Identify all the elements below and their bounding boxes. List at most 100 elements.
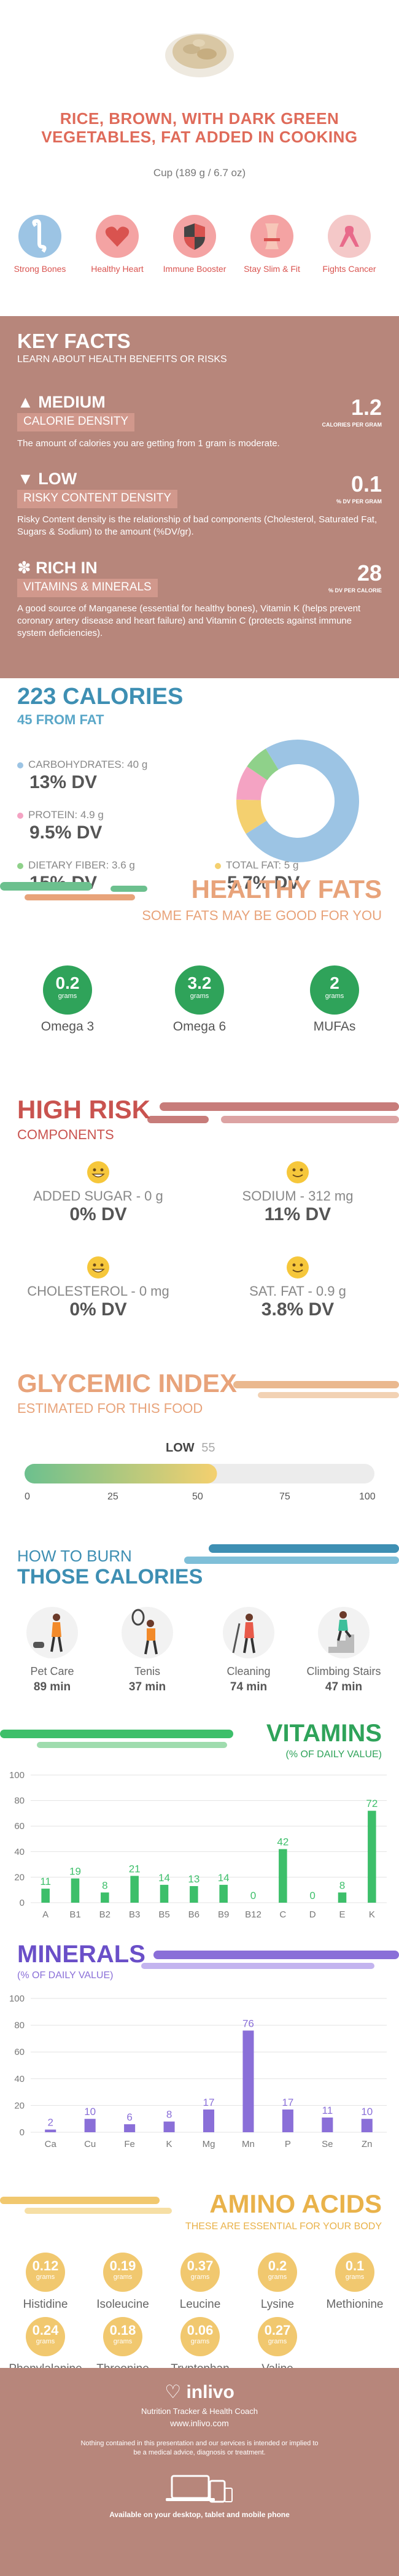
high-risk-title: HIGH RISK: [17, 1095, 151, 1124]
activity-cleaning: Cleaning 74 min: [209, 1605, 289, 1694]
amino-badge: 0.18 grams: [103, 2317, 142, 2356]
benefit-strong-bones: Strong Bones: [6, 215, 74, 274]
smile-icon: [87, 1256, 109, 1278]
amino-histidine: 0.12 grams Histidine: [7, 2253, 83, 2311]
minerals-bar-Se: [322, 2118, 333, 2132]
vitamins-bar-B9: [219, 1884, 228, 1903]
glycemic-subtitle: ESTIMATED FOR THIS FOOD: [17, 1401, 203, 1416]
amino-badge: 0.06 grams: [180, 2317, 220, 2356]
amino-acids-section: AMINO ACIDS THESE ARE ESSENTIAL FOR YOUR…: [0, 2189, 399, 2375]
risk-sat-fat: SAT. FAT - 0.9 g 3.8% DV: [218, 1255, 378, 1320]
footer-tagline: Nutrition Tracker & Health Coach: [141, 2407, 258, 2416]
minerals-value-Cu: 10: [84, 2106, 96, 2118]
amino-isoleucine: 0.19 grams Isoleucine: [85, 2253, 161, 2311]
vitamins-bar-A: [41, 1889, 50, 1903]
minerals-category-Zn: Zn: [362, 2139, 373, 2149]
vitamins-ytick: 80: [14, 1796, 25, 1806]
healthy-fats-title: HEALTHY FATS: [191, 875, 382, 903]
high-risk-subtitle: COMPONENTS: [17, 1127, 114, 1142]
vitamins-value-B3: 21: [129, 1863, 141, 1874]
vitamins-category-B2: B2: [99, 1909, 110, 1920]
minerals-bar-Ca: [45, 2129, 56, 2132]
benefit-immune-booster: Immune Booster: [161, 215, 228, 274]
minerals-category-P: P: [285, 2139, 291, 2149]
glycemic-reading: LOW 55: [166, 1441, 215, 1455]
vitamins-value-B9: 14: [218, 1872, 230, 1884]
health-benefits: Strong Bones Healthy Heart Immune Booste…: [0, 215, 399, 295]
benefit-stay-slim: Stay Slim & Fit: [238, 215, 306, 274]
dog-walking-icon: [26, 1607, 78, 1658]
minerals-category-K: K: [166, 2139, 172, 2149]
protein-label: PROTEIN: 4.9 g: [17, 809, 104, 821]
risky-content-band: RISKY CONTENT DENSITY: [17, 490, 178, 508]
high-risk-section: HIGH RISK COMPONENTS ADDED SUGAR - 0 g 0…: [0, 1093, 399, 1350]
rich-in-level: ✽ RICH IN: [17, 559, 98, 577]
vitamins-category-B1: B1: [69, 1909, 80, 1920]
vitamins-category-B3: B3: [129, 1909, 140, 1920]
minerals-value-K: 8: [166, 2109, 172, 2121]
calories-from-fat: 45 FROM FAT: [17, 712, 104, 727]
calorie-density-level: ▲ MEDIUM: [17, 393, 106, 411]
flame-icon: ▲: [17, 393, 34, 411]
vitamins-ytick: 20: [14, 1872, 25, 1882]
minerals-bar-Mn: [242, 2030, 254, 2132]
minerals-value-Mn: 76: [242, 2017, 254, 2029]
calories-title: 223 CALORIES: [17, 684, 184, 710]
minerals-ytick: 0: [20, 2127, 25, 2138]
rich-in-desc: A good source of Manganese (essential fo…: [17, 603, 361, 638]
footer-disclaimer: Nothing contained in this presentation a…: [80, 2440, 319, 2456]
fiber-label: DIETARY FIBER: 3.6 g: [17, 859, 135, 872]
amino-banner: [0, 2197, 172, 2214]
calorie-density-unit: CALORIES PER GRAM: [322, 422, 382, 428]
amino-badge: 0.2 grams: [258, 2253, 297, 2292]
vitamins-value-B12: 0: [250, 1890, 256, 1901]
amino-subtitle: THESE ARE ESSENTIAL FOR YOUR BODY: [185, 2221, 382, 2232]
carbs-dot: [17, 762, 23, 768]
amino-title: AMINO ACIDS: [209, 2189, 382, 2218]
vitamins-ytick: 60: [14, 1821, 25, 1831]
minerals-section: MINERALS (% OF DAILY VALUE) 0 20 40 60 80 100…: [0, 1940, 399, 2179]
activity-climbing-stairs: Climbing Stairs 47 min: [304, 1605, 384, 1694]
vitamins-category-C: C: [279, 1909, 286, 1920]
heart-logo-icon: ♡: [165, 2382, 182, 2402]
vitamins-bar-B3: [130, 1876, 139, 1903]
minerals-bar-P: [282, 2109, 293, 2132]
amino-methionine: 0.1 grams Methionine: [317, 2253, 393, 2311]
minerals-value-Ca: 2: [47, 2117, 53, 2129]
footer-url[interactable]: www.inlivo.com: [170, 2418, 229, 2428]
key-facts-subtitle: LEARN ABOUT HEALTH BENEFITS OR RISKS: [17, 354, 227, 365]
cleaning-icon: [223, 1607, 274, 1658]
vitamins-ytick: 40: [14, 1847, 25, 1857]
vitamins-bar-B6: [190, 1886, 198, 1903]
vitamins-value-D: 0: [309, 1890, 315, 1901]
amino-label: Histidine: [23, 2298, 68, 2311]
vitamins-category-B9: B9: [218, 1909, 229, 1920]
vitamins-section: VITAMINS (% OF DAILY VALUE) 0 20 40 60 80 100…: [0, 1719, 399, 1933]
healthy-fats-section: HEALTHY FATS SOME FATS MAY BE GOOD FOR Y…: [0, 867, 399, 1034]
calorie-density-value: 1.2: [351, 395, 382, 420]
minerals-ytick: 60: [14, 2047, 25, 2057]
benefit-fights-cancer: Fights Cancer: [316, 215, 383, 274]
minerals-ytick: 80: [14, 2021, 25, 2031]
key-facts-title: KEY FACTS: [17, 330, 131, 352]
amino-label: Leucine: [179, 2298, 221, 2311]
vitamins-title: VITAMINS: [266, 1720, 382, 1747]
brand-logo: ♡ inlivo: [165, 2382, 234, 2402]
vitamins-bar-B5: [160, 1884, 169, 1903]
risky-content-desc: Risky Content density is the relationshi…: [17, 514, 378, 537]
minerals-subtitle: (% OF DAILY VALUE): [17, 1970, 114, 1981]
devices-icon: [166, 2475, 233, 2503]
donut-slice-fat: [236, 799, 267, 834]
amino-threonine: 0.18gramsThreonine: [85, 2317, 161, 2376]
burn-title-2: THOSE CALORIES: [17, 1565, 203, 1588]
minerals-category-Cu: Cu: [84, 2139, 96, 2149]
smile-icon: [287, 1161, 309, 1183]
fats-banner: [0, 882, 147, 900]
vitamins-value-C: 42: [277, 1836, 289, 1848]
minerals-value-Se: 11: [322, 2105, 333, 2116]
waist-icon: [250, 215, 293, 258]
minerals-bar-chart: 0 20 40 60 80 100 2 Ca 10 Cu 6 Fe 8 K 17 Mg 76 Mn 17 P 11 Se 1…: [9, 1994, 387, 2149]
minerals-category-Se: Se: [322, 2139, 333, 2149]
rich-in-value: 28: [357, 560, 382, 586]
minerals-bar-Cu: [84, 2119, 96, 2132]
